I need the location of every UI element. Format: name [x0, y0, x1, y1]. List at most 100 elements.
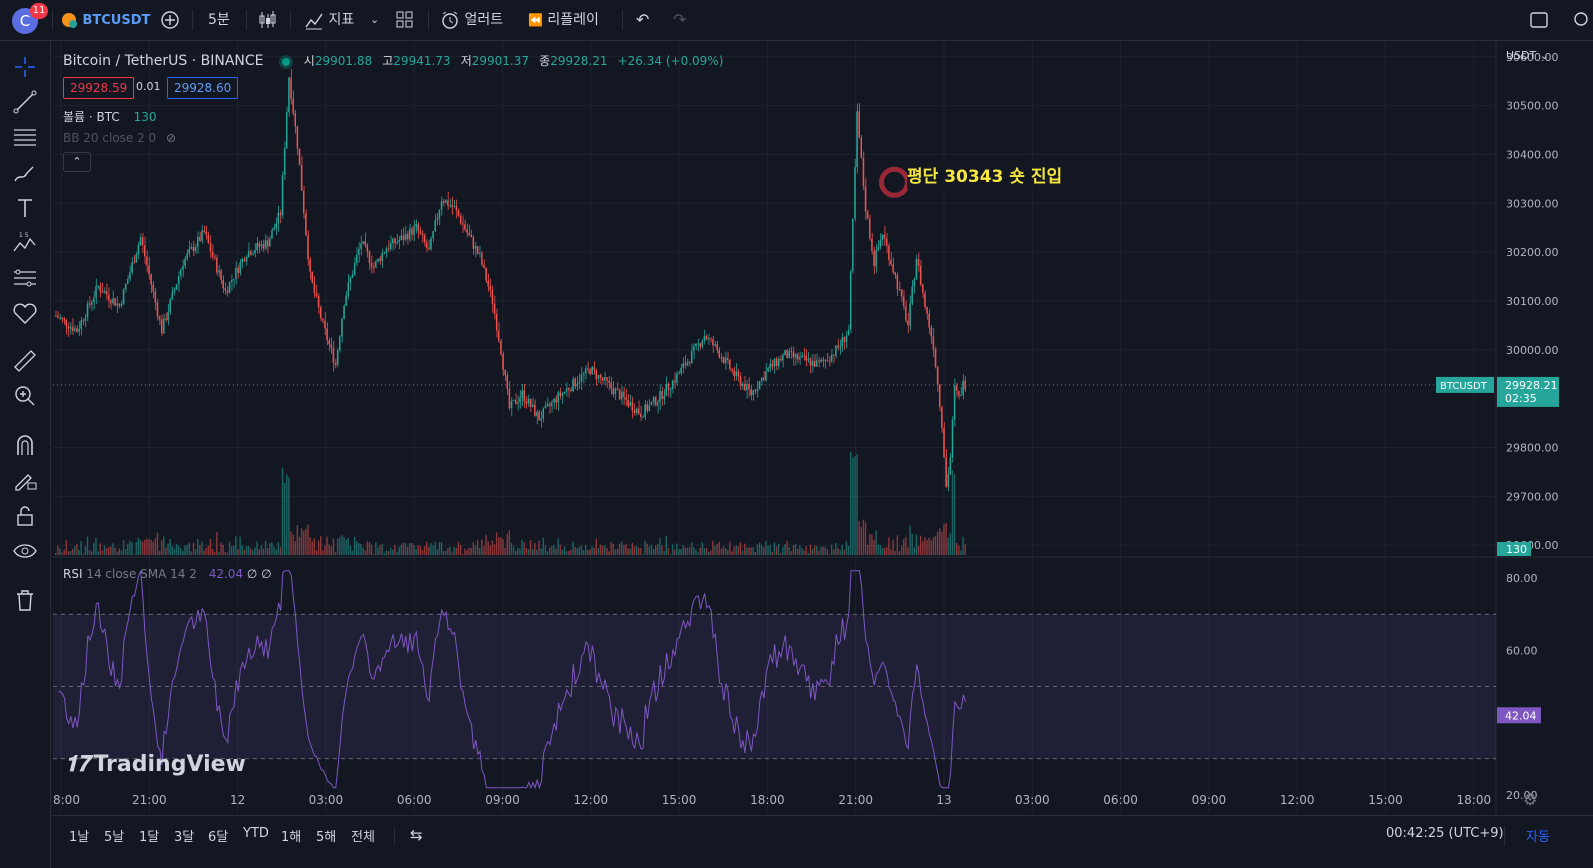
chevron-down-icon[interactable]: ⌄ — [370, 13, 380, 26]
time-axis-label: 18:00 — [1457, 793, 1492, 807]
candle-body — [449, 205, 451, 207]
candle-body — [461, 223, 464, 225]
collapse-legend-button[interactable]: ⌃ — [63, 152, 91, 172]
volume-bar — [947, 537, 949, 555]
range-1m[interactable]: 1달 — [139, 830, 160, 845]
volume-bar — [347, 537, 349, 555]
range-5y[interactable]: 5해 — [316, 830, 337, 845]
candle-body — [307, 235, 309, 260]
volume-bar — [97, 551, 99, 555]
candle-body — [216, 257, 218, 273]
lock-icon[interactable] — [11, 502, 39, 530]
candle-body — [703, 336, 706, 342]
currency-selector[interactable]: USDT ⌄ — [1506, 49, 1549, 62]
range-6m[interactable]: 6달 — [208, 830, 229, 845]
candle-body — [900, 289, 903, 297]
range-3m[interactable]: 3달 — [174, 830, 195, 845]
volume-bar — [86, 536, 89, 555]
volume-bar — [570, 549, 572, 555]
candle-body — [127, 278, 129, 285]
settings-gear-icon[interactable]: ⚙ — [1523, 790, 1538, 809]
heart-icon[interactable] — [11, 299, 39, 327]
trash-icon[interactable] — [11, 586, 39, 614]
candle-body — [163, 318, 165, 334]
volume-bar — [445, 550, 447, 555]
volume-bar — [911, 533, 913, 555]
candle-body — [71, 326, 74, 331]
pattern-icon[interactable]: 1 5 — [11, 229, 39, 257]
candle-body — [892, 264, 894, 273]
volume-bar — [693, 547, 695, 555]
rewind-icon: ⏪ — [528, 13, 543, 27]
replay-button[interactable]: ⏪ 리플레이 — [528, 8, 599, 32]
brush-icon[interactable] — [11, 159, 39, 187]
svg-text:1 5: 1 5 — [19, 232, 29, 239]
volume-bar — [133, 554, 135, 555]
volume-bar — [568, 551, 570, 555]
candle-body — [468, 232, 470, 236]
fib-retracement-icon[interactable] — [11, 123, 39, 151]
volume-bar — [652, 548, 655, 555]
zoom-in-icon[interactable] — [11, 382, 39, 410]
volume-bar — [84, 546, 87, 555]
chart-type-button[interactable] — [256, 8, 278, 32]
eye-hidden-icon[interactable]: ⊘ — [166, 131, 177, 145]
candle-body — [171, 291, 174, 300]
layouts-button[interactable] — [396, 8, 414, 32]
time-axis-label: 06:00 — [1103, 793, 1138, 807]
candle-body — [432, 231, 434, 239]
candle-body — [302, 190, 305, 214]
candle-body — [65, 319, 68, 327]
candle-body — [438, 209, 441, 219]
volume-bar — [362, 547, 364, 555]
redo-icon[interactable]: ↷ — [673, 10, 687, 29]
interval-button[interactable]: 5분 — [208, 12, 230, 28]
indicators-button[interactable]: 지표 — [304, 8, 354, 32]
symbol-search-button[interactable]: BTCUSDT — [60, 8, 150, 32]
ruler-icon[interactable] — [11, 347, 39, 375]
goto-date-icon[interactable]: ⇆ — [410, 826, 423, 844]
rsi-scale-label: 60.00 — [1506, 644, 1538, 657]
candle-body — [642, 416, 644, 418]
fullscreen-button[interactable] — [1530, 8, 1548, 32]
range-ytd[interactable]: YTD — [243, 826, 269, 841]
eye-icon[interactable] — [11, 537, 39, 565]
volume-bar — [296, 525, 299, 555]
range-1d[interactable]: 1날 — [69, 830, 90, 845]
prediction-icon[interactable] — [11, 264, 39, 292]
candle-body — [184, 258, 186, 266]
volume-value: 130 — [133, 110, 157, 124]
volume-bar — [746, 547, 748, 555]
auto-scale-button[interactable]: 자동 — [1526, 830, 1550, 845]
clock-display[interactable]: 00:42:25 (UTC+9) — [1386, 826, 1504, 841]
add-symbol-button[interactable] — [160, 8, 180, 32]
candle-body — [99, 285, 101, 292]
divider — [394, 826, 395, 846]
candle-body — [648, 404, 651, 411]
alert-button[interactable]: 얼러트 — [440, 8, 503, 32]
candle-body — [828, 360, 831, 362]
volume-bar — [737, 546, 740, 555]
candle-body — [472, 237, 475, 249]
trend-line-icon[interactable] — [11, 88, 39, 116]
candle-body — [693, 346, 695, 351]
search-button[interactable] — [1572, 8, 1590, 32]
entry-annotation[interactable]: 평단 30343 숏 진입 — [907, 160, 1075, 189]
undo-icon[interactable]: ↶ — [636, 10, 650, 29]
candle-body — [442, 201, 445, 203]
candle-body — [67, 326, 70, 329]
text-icon[interactable] — [11, 194, 39, 222]
candle-body — [436, 218, 439, 221]
range-1y[interactable]: 1해 — [281, 830, 302, 845]
lock-drawing-icon[interactable] — [11, 466, 39, 494]
sell-price-button[interactable]: 29928.59 — [63, 77, 135, 99]
volume-bar — [500, 537, 502, 555]
magnet-icon[interactable] — [11, 431, 39, 459]
range-5d[interactable]: 5날 — [104, 830, 125, 845]
crosshair-icon[interactable] — [11, 53, 39, 81]
candle-body — [273, 228, 275, 231]
candle-body — [561, 393, 564, 397]
buy-price-button[interactable]: 29928.60 — [167, 77, 239, 99]
range-all[interactable]: 전체 — [351, 830, 375, 845]
